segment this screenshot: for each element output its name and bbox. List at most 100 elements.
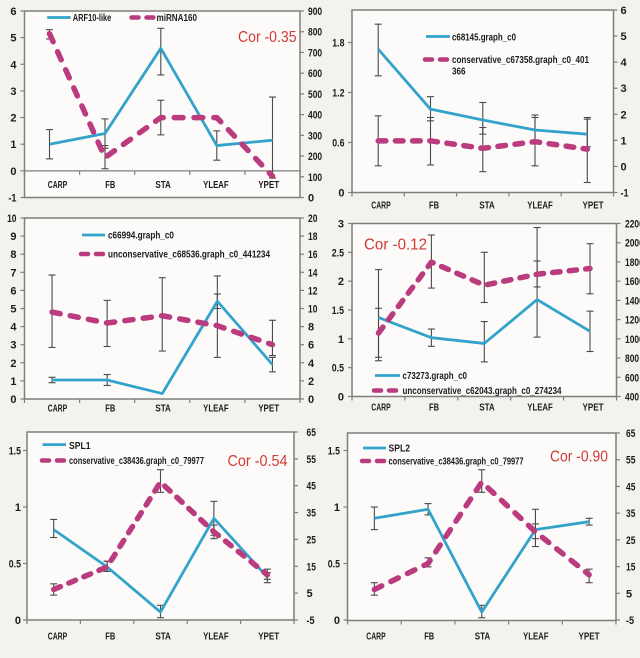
svg-text:2.5: 2.5 [332,247,344,259]
svg-text:CARP: CARP [48,632,68,643]
svg-text:FB: FB [424,632,434,643]
svg-text:SPL1: SPL1 [69,441,91,452]
svg-text:1: 1 [621,135,627,147]
svg-text:YPET: YPET [258,180,279,191]
svg-text:0.6: 0.6 [332,138,344,150]
svg-text:0: 0 [334,615,340,627]
svg-text:6: 6 [308,340,314,352]
svg-text:STA: STA [479,201,495,212]
svg-text:1000: 1000 [625,334,640,346]
svg-text:45: 45 [307,481,316,493]
svg-text:900: 900 [308,6,322,18]
svg-text:15: 15 [307,561,316,573]
svg-text:0: 0 [15,615,21,627]
svg-text:1: 1 [15,502,21,514]
svg-text:3: 3 [338,219,344,231]
svg-text:3: 3 [10,340,16,352]
svg-text:0: 0 [308,394,314,406]
svg-text:366: 366 [452,67,466,78]
svg-text:STA: STA [475,632,491,643]
svg-text:6: 6 [10,6,16,18]
svg-text:4: 4 [10,59,17,71]
svg-text:200: 200 [308,151,322,163]
svg-text:15: 15 [626,562,635,574]
svg-text:FB: FB [105,180,115,191]
svg-text:8: 8 [308,322,314,334]
svg-text:3: 3 [621,83,627,95]
svg-text:CARP: CARP [371,403,391,414]
svg-text:5: 5 [10,304,16,316]
svg-text:5: 5 [626,588,632,600]
svg-text:YPET: YPET [583,403,604,414]
svg-text:c73273.graph_c0: c73273.graph_c0 [403,371,468,382]
svg-text:1: 1 [338,334,344,346]
svg-text:-5: -5 [307,615,315,627]
svg-text:6: 6 [621,5,627,17]
svg-text:-1: -1 [621,188,629,200]
svg-text:0.5: 0.5 [328,559,340,571]
svg-text:500: 500 [308,89,322,101]
svg-text:YLEAF: YLEAF [203,632,229,643]
svg-text:YLEAF: YLEAF [203,180,229,191]
svg-text:2000: 2000 [625,238,640,250]
svg-text:conservative_c38436.graph_c0_7: conservative_c38436.graph_c0_79977 [69,456,204,467]
svg-text:2: 2 [308,376,314,388]
svg-text:7: 7 [10,267,16,279]
svg-text:14: 14 [308,267,318,279]
svg-text:1.5: 1.5 [9,446,21,458]
svg-text:5: 5 [307,588,313,600]
svg-text:1: 1 [10,376,16,388]
svg-text:Cor -0.12: Cor -0.12 [364,237,427,254]
svg-text:2200: 2200 [625,219,640,231]
svg-text:800: 800 [625,353,639,365]
svg-text:YLEAF: YLEAF [203,404,229,415]
svg-text:SPL2: SPL2 [389,444,411,455]
svg-text:4: 4 [621,57,628,69]
svg-text:YPET: YPET [583,201,604,212]
svg-text:2: 2 [10,358,16,370]
svg-text:YLEAF: YLEAF [527,403,553,414]
svg-text:55: 55 [626,455,635,467]
svg-text:FB: FB [105,632,115,643]
svg-text:YLEAF: YLEAF [523,632,549,643]
svg-text:CARP: CARP [48,180,68,191]
svg-text:-1: -1 [8,193,16,205]
svg-text:1600: 1600 [625,276,640,288]
svg-text:4: 4 [10,322,17,334]
svg-text:10: 10 [7,213,16,225]
svg-text:YLEAF: YLEAF [527,201,553,212]
svg-text:0: 0 [308,193,314,205]
svg-text:FB: FB [429,201,439,212]
svg-text:400: 400 [625,392,639,404]
svg-text:0.5: 0.5 [9,559,21,571]
svg-text:STA: STA [155,404,171,415]
svg-text:1: 1 [334,502,340,514]
svg-text:1400: 1400 [625,295,640,307]
svg-text:unconservative_c62043.graph_c0: unconservative_c62043.graph_c0_274234 [403,386,562,397]
svg-text:0.5: 0.5 [332,363,344,375]
svg-text:1.5: 1.5 [332,305,344,317]
svg-text:45: 45 [626,481,635,493]
svg-text:2: 2 [338,276,344,288]
svg-text:c68145.graph_c0: c68145.graph_c0 [452,33,516,44]
svg-text:700: 700 [308,47,322,59]
svg-text:4: 4 [308,358,315,370]
svg-text:CARP: CARP [366,632,386,643]
svg-text:Cor -0.35: Cor -0.35 [238,29,297,46]
svg-text:65: 65 [626,428,635,440]
svg-text:600: 600 [625,372,639,384]
svg-text:16: 16 [308,249,317,261]
svg-text:-5: -5 [626,615,634,627]
svg-text:CARP: CARP [371,201,391,212]
svg-text:600: 600 [308,68,322,80]
svg-text:STA: STA [155,632,171,643]
svg-text:6: 6 [10,285,16,297]
svg-text:YPET: YPET [579,632,600,643]
svg-text:800: 800 [308,27,322,39]
svg-text:1.5: 1.5 [328,446,340,458]
svg-text:25: 25 [307,534,316,546]
svg-text:2: 2 [621,109,627,121]
svg-text:9: 9 [10,231,16,243]
svg-text:STA: STA [155,180,171,191]
